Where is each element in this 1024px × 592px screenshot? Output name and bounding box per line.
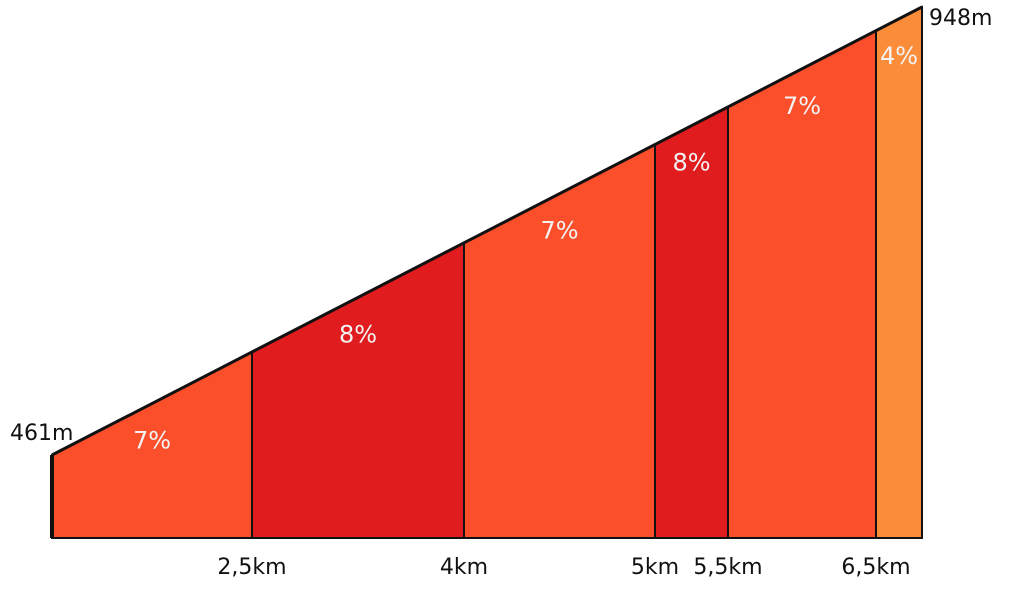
distance-tick-label: 6,5km [841,555,910,580]
distance-labels: 2,5km 4km 5km 5,5km 6,5km [217,555,910,580]
profile-outline [50,5,923,538]
gradient-label: 8% [339,320,377,348]
start-elevation-label: 461m [10,421,73,446]
gradient-label: 7% [783,92,821,120]
distance-tick-label: 2,5km [217,555,286,580]
gradient-label: 8% [672,149,710,177]
gradient-label: 7% [133,427,171,455]
distance-tick-label: 5km [631,555,679,580]
gradient-segment [251,241,465,539]
end-elevation-label: 948m [929,6,992,31]
profile-line [51,5,923,457]
distance-tick-label: 4km [440,555,488,580]
gradient-labels: 7% 8% 7% 8% 7% 4% [133,42,918,455]
gradient-segment [875,5,923,539]
gradient-segments [51,5,923,539]
gradient-segment [463,142,656,539]
gradient-label: 7% [540,217,578,245]
distance-tick-label: 5,5km [693,555,762,580]
gradient-label: 4% [880,42,918,70]
